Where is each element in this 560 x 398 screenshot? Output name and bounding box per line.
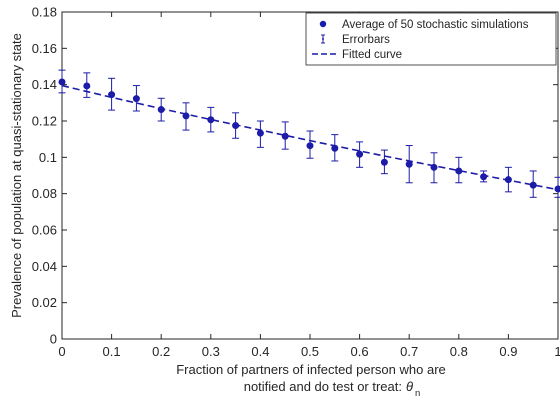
average-point	[554, 185, 560, 193]
x-tick-label: 1	[554, 344, 560, 359]
y-tick-label: 0.16	[32, 41, 57, 56]
average-point	[157, 106, 165, 114]
legend-box	[305, 12, 557, 66]
average-point	[58, 78, 66, 86]
average-point	[430, 163, 438, 171]
average-point	[108, 91, 116, 99]
x-tick-label: 0.7	[400, 344, 418, 359]
average-point	[281, 132, 289, 140]
x-axis-label-subscript: n	[415, 388, 420, 398]
x-tick-label: 0.6	[351, 344, 369, 359]
average-point	[331, 144, 339, 152]
average-point	[232, 122, 240, 130]
y-tick-label: 0.12	[32, 114, 57, 129]
y-tick-label: 0.18	[32, 5, 57, 20]
average-point	[256, 129, 264, 137]
x-axis-label-line2: notified and do test or treat:	[244, 379, 402, 394]
x-tick-label: 0.9	[499, 344, 517, 359]
average-point	[380, 158, 388, 166]
average-point	[455, 167, 463, 175]
x-axis-label-symbol: θ	[406, 379, 413, 394]
average-point	[356, 150, 364, 158]
y-tick-label: 0.04	[32, 259, 57, 274]
y-axis-label: Prevalence of population at quasi-statio…	[9, 33, 24, 318]
marker-layer	[58, 78, 560, 193]
average-point	[529, 181, 537, 189]
y-tick-label: 0.1	[39, 150, 57, 165]
x-tick-label: 0.5	[301, 344, 319, 359]
average-point	[306, 142, 314, 150]
x-tick-label: 0.2	[152, 344, 170, 359]
x-tick-label: 0	[58, 344, 65, 359]
average-point	[132, 95, 140, 103]
legend-marker-average	[319, 20, 327, 28]
x-tick-label: 0.8	[450, 344, 468, 359]
y-tick-label: 0.08	[32, 186, 57, 201]
average-point	[480, 173, 488, 181]
plot-area: 0 0.1 0.2 0.3 0.4 0.5 0.6 0.7 0.8 0.9 1 00.020.040…	[32, 5, 560, 359]
y-tick-label: 0.02	[32, 295, 57, 310]
y-tick-label: 0.06	[32, 223, 57, 238]
x-tick-label: 0.4	[251, 344, 269, 359]
legend: Average of 50 stochastic simulations Err…	[305, 12, 557, 66]
x-tick-label: 0.1	[103, 344, 121, 359]
legend-label-errorbars: Errorbars	[342, 34, 390, 46]
x-axis-label-line1: Fraction of partners of infected person …	[176, 362, 446, 377]
legend-label-fitted: Fitted curve	[342, 49, 402, 61]
y-tick-label: 0.14	[32, 77, 57, 92]
average-point	[405, 160, 413, 168]
y-axis-ticks: 0 0.02 0.04 0.06 0.08 0.1 0.12 0.14 0.16 0.18	[32, 5, 558, 347]
legend-label-average: Average of 50 stochastic simulations	[342, 19, 529, 31]
x-tick-label: 0.3	[202, 344, 220, 359]
average-point	[182, 112, 190, 120]
x-axis-ticks: 0 0.1 0.2 0.3 0.4 0.5 0.6 0.7 0.8 0.9 1	[58, 12, 560, 359]
legend-marker-errorbar	[321, 34, 325, 44]
average-point	[504, 176, 512, 184]
y-tick-label: 0	[50, 332, 57, 347]
average-point	[207, 116, 215, 124]
average-point	[83, 82, 91, 90]
